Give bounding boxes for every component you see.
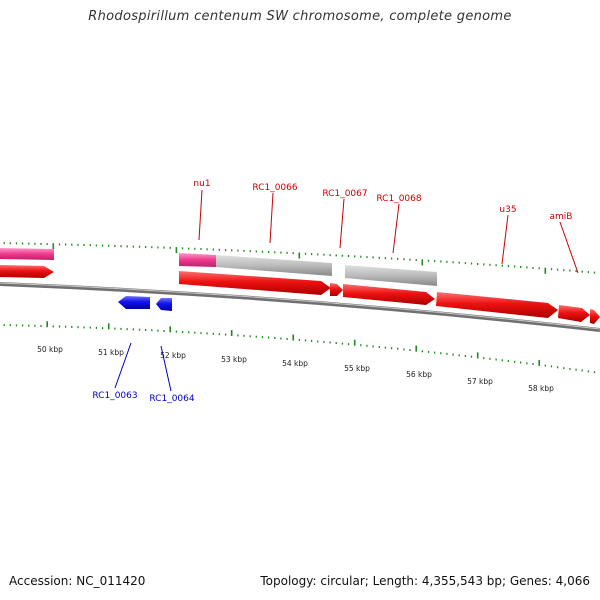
reverse-gene-labels: RC1_0063 RC1_0064 <box>92 342 195 404</box>
gene-label-rc1-0064[interactable]: RC1_0064 <box>149 394 194 404</box>
scale-label-53kbp: 53 kbp <box>221 355 247 364</box>
genome-summary-text: Topology: circular; Length: 4,355,543 bp… <box>260 574 590 588</box>
forward-gene-labels: nu1 RC1_0066 RC1_0067 RC1_0068 u35 amiB <box>193 179 579 274</box>
gene-label-nu1[interactable]: nu1 <box>193 179 210 189</box>
gene-arrow-rc1-0064[interactable] <box>156 298 172 311</box>
scale-label-58kbp: 58 kbp <box>528 384 554 393</box>
scale-label-50kbp: 50 kbp <box>37 345 63 354</box>
gene-arrow-nu1[interactable] <box>179 271 331 295</box>
genome-backbone <box>0 282 600 332</box>
gene-label-rc1-0066[interactable]: RC1_0066 <box>252 183 297 193</box>
gene-arrow-amib[interactable] <box>558 305 590 322</box>
gene-label-u35[interactable]: u35 <box>499 205 516 215</box>
map-title: Rhodospirillum centenum SW chromosome, c… <box>88 9 512 24</box>
gene-arrow-u35[interactable] <box>436 292 558 318</box>
scale-ticks-bottom <box>3 321 596 374</box>
scale-label-55kbp: 55 kbp <box>344 364 370 373</box>
rna-bar-left <box>0 248 54 260</box>
gene-label-rc1-0067[interactable]: RC1_0067 <box>322 189 367 199</box>
forward-genes <box>0 265 600 324</box>
cds-annotation-bars <box>0 248 437 286</box>
rna-bar-nu1 <box>179 253 216 267</box>
gene-arrow-rc1-0068[interactable] <box>343 284 435 305</box>
gene-label-rc1-0068[interactable]: RC1_0068 <box>376 194 421 204</box>
gene-arrow-forward-edge[interactable] <box>590 309 600 324</box>
gene-arrow-rc1-0063[interactable] <box>118 296 150 309</box>
gene-label-amib[interactable]: amiB <box>550 212 573 222</box>
reverse-genes <box>118 296 172 311</box>
scale-label-57kbp: 57 kbp <box>467 377 493 386</box>
gene-arrow-forward-1[interactable] <box>0 265 54 278</box>
accession-text: Accession: NC_011420 <box>9 574 146 588</box>
scale-labels: 50 kbp 51 kbp 52 kbp 53 kbp 54 kbp 55 kb… <box>37 345 554 393</box>
scale-label-56kbp: 56 kbp <box>406 370 432 379</box>
genome-backbone-highlight <box>0 282 600 330</box>
cds-bar-rc1-0066 <box>216 255 332 276</box>
scale-label-54kbp: 54 kbp <box>282 359 308 368</box>
gene-arrow-rc1-0067[interactable] <box>330 283 343 296</box>
scale-label-51kbp: 51 kbp <box>98 348 124 357</box>
cds-bar-rc1-0068 <box>345 265 437 286</box>
scale-ticks-top <box>3 242 596 274</box>
scale-label-52kbp: 52 kbp <box>160 351 186 360</box>
gene-label-rc1-0063[interactable]: RC1_0063 <box>92 391 137 401</box>
